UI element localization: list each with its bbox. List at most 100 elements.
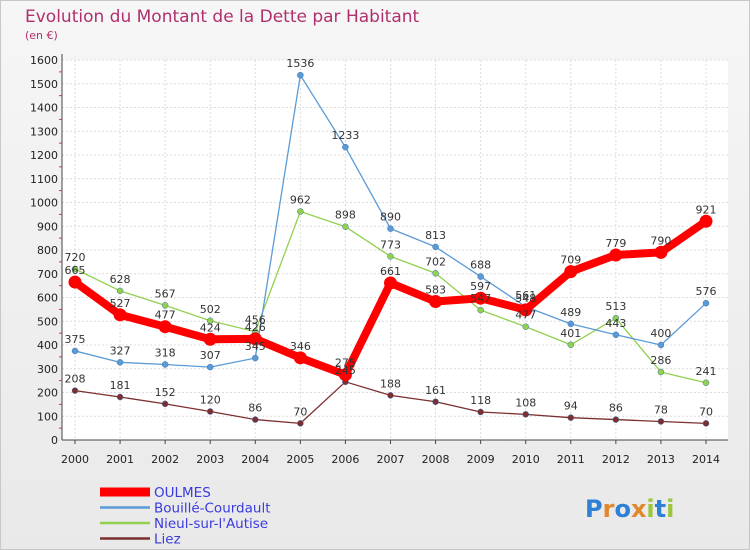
data-label: 275 (335, 357, 356, 370)
data-point (567, 341, 575, 349)
data-point (116, 359, 124, 366)
data-label: 70 (699, 405, 713, 418)
data-labels: 665 527 477 424 426 346 275 661 583 597 548 709 779 7… (65, 57, 717, 418)
data-label: 513 (605, 300, 626, 313)
data-point (657, 368, 665, 376)
data-label: 286 (650, 354, 671, 367)
data-label: 161 (425, 384, 446, 397)
data-label: 345 (245, 340, 266, 353)
data-point (384, 276, 397, 290)
y-tick-label: 500 (37, 315, 58, 328)
data-point (387, 225, 394, 232)
data-label: 426 (245, 321, 266, 334)
legend-entry: Liez (154, 532, 181, 548)
data-point (654, 245, 668, 259)
data-label: 502 (200, 303, 221, 316)
axes: 0 100 200 300 400 500 600 700 800 900 1000 1100 1200… (30, 54, 728, 466)
data-label: 489 (560, 306, 581, 319)
data-point (432, 398, 439, 406)
data-label: 628 (110, 273, 131, 286)
y-tick-label: 100 (37, 410, 58, 423)
data-label: 688 (470, 259, 491, 272)
data-label: 567 (155, 287, 176, 300)
data-label: 720 (65, 251, 86, 264)
data-label: 1233 (331, 129, 359, 142)
data-point (612, 331, 620, 339)
x-tick-label: 2004 (241, 453, 269, 466)
logo-letter: i (646, 495, 654, 523)
data-label: 548 (515, 292, 536, 305)
data-point (564, 265, 578, 279)
y-tick-label: 1100 (30, 173, 58, 186)
data-point (474, 291, 488, 305)
data-point (657, 418, 665, 425)
data-label: 152 (155, 386, 176, 399)
data-label: 898 (335, 209, 356, 222)
data-label: 547 (470, 292, 491, 305)
data-label: 86 (248, 402, 262, 415)
x-tick-label: 2005 (286, 453, 314, 466)
data-point (522, 323, 529, 330)
data-point (519, 303, 533, 317)
data-point (206, 408, 214, 415)
data-point (158, 320, 172, 334)
y-tick-label: 900 (37, 220, 58, 233)
data-point (161, 302, 169, 309)
data-point (297, 420, 304, 427)
data-label: 443 (605, 317, 626, 330)
data-label: 773 (380, 238, 401, 251)
data-point (432, 270, 439, 277)
data-label: 597 (470, 280, 491, 293)
data-point (338, 368, 352, 382)
data-label: 477 (155, 309, 176, 322)
data-label: 576 (696, 285, 717, 298)
logo-letter: t (655, 495, 666, 523)
legend-entry: OULMES (154, 485, 211, 501)
data-label: 401 (560, 327, 581, 340)
data-point (609, 248, 623, 262)
data-point (297, 71, 304, 79)
data-label: 346 (290, 340, 311, 353)
y-tick-label: 0 (51, 434, 58, 447)
data-label: 318 (155, 346, 176, 359)
data-label: 456 (245, 314, 266, 327)
data-point (612, 416, 620, 423)
data-point (432, 243, 439, 251)
y-tick-label: 1600 (30, 54, 58, 67)
x-tick-label: 2008 (422, 453, 450, 466)
data-point (71, 265, 79, 273)
data-label: 400 (650, 327, 671, 340)
data-point (206, 363, 214, 371)
series-lines (68, 71, 713, 427)
data-label: 118 (470, 394, 491, 407)
data-label: 424 (200, 321, 221, 334)
data-label: 120 (200, 394, 221, 407)
data-label: 94 (564, 400, 578, 413)
grid (62, 59, 728, 440)
x-tick-label: 2012 (602, 453, 630, 466)
data-label: 661 (380, 265, 401, 278)
chart-subtitle: (en €) (25, 29, 58, 42)
x-tick-label: 2000 (61, 453, 89, 466)
data-point (612, 314, 620, 322)
y-tick-label: 200 (37, 387, 58, 400)
data-label: 790 (650, 234, 671, 247)
data-point (522, 411, 529, 418)
x-tick-label: 2009 (467, 453, 495, 466)
y-tick-label: 1000 (30, 197, 58, 210)
legend-entry: Bouillé-Courdault (154, 501, 271, 517)
x-tick-label: 2014 (692, 453, 720, 466)
data-label: 709 (560, 254, 581, 267)
data-label: 181 (110, 379, 131, 392)
x-tick-label: 2001 (106, 453, 134, 466)
x-tick-label: 2007 (377, 453, 405, 466)
data-point (161, 361, 169, 368)
legend-entry: Nieul-sur-l'Autise (154, 516, 268, 532)
data-point (161, 400, 169, 408)
x-tick-label: 2003 (196, 453, 224, 466)
data-label: 890 (380, 211, 401, 224)
data-label: 702 (425, 255, 446, 268)
chart-title: Evolution du Montant de la Dette par Hab… (25, 7, 420, 27)
y-tick-label: 600 (37, 292, 58, 305)
